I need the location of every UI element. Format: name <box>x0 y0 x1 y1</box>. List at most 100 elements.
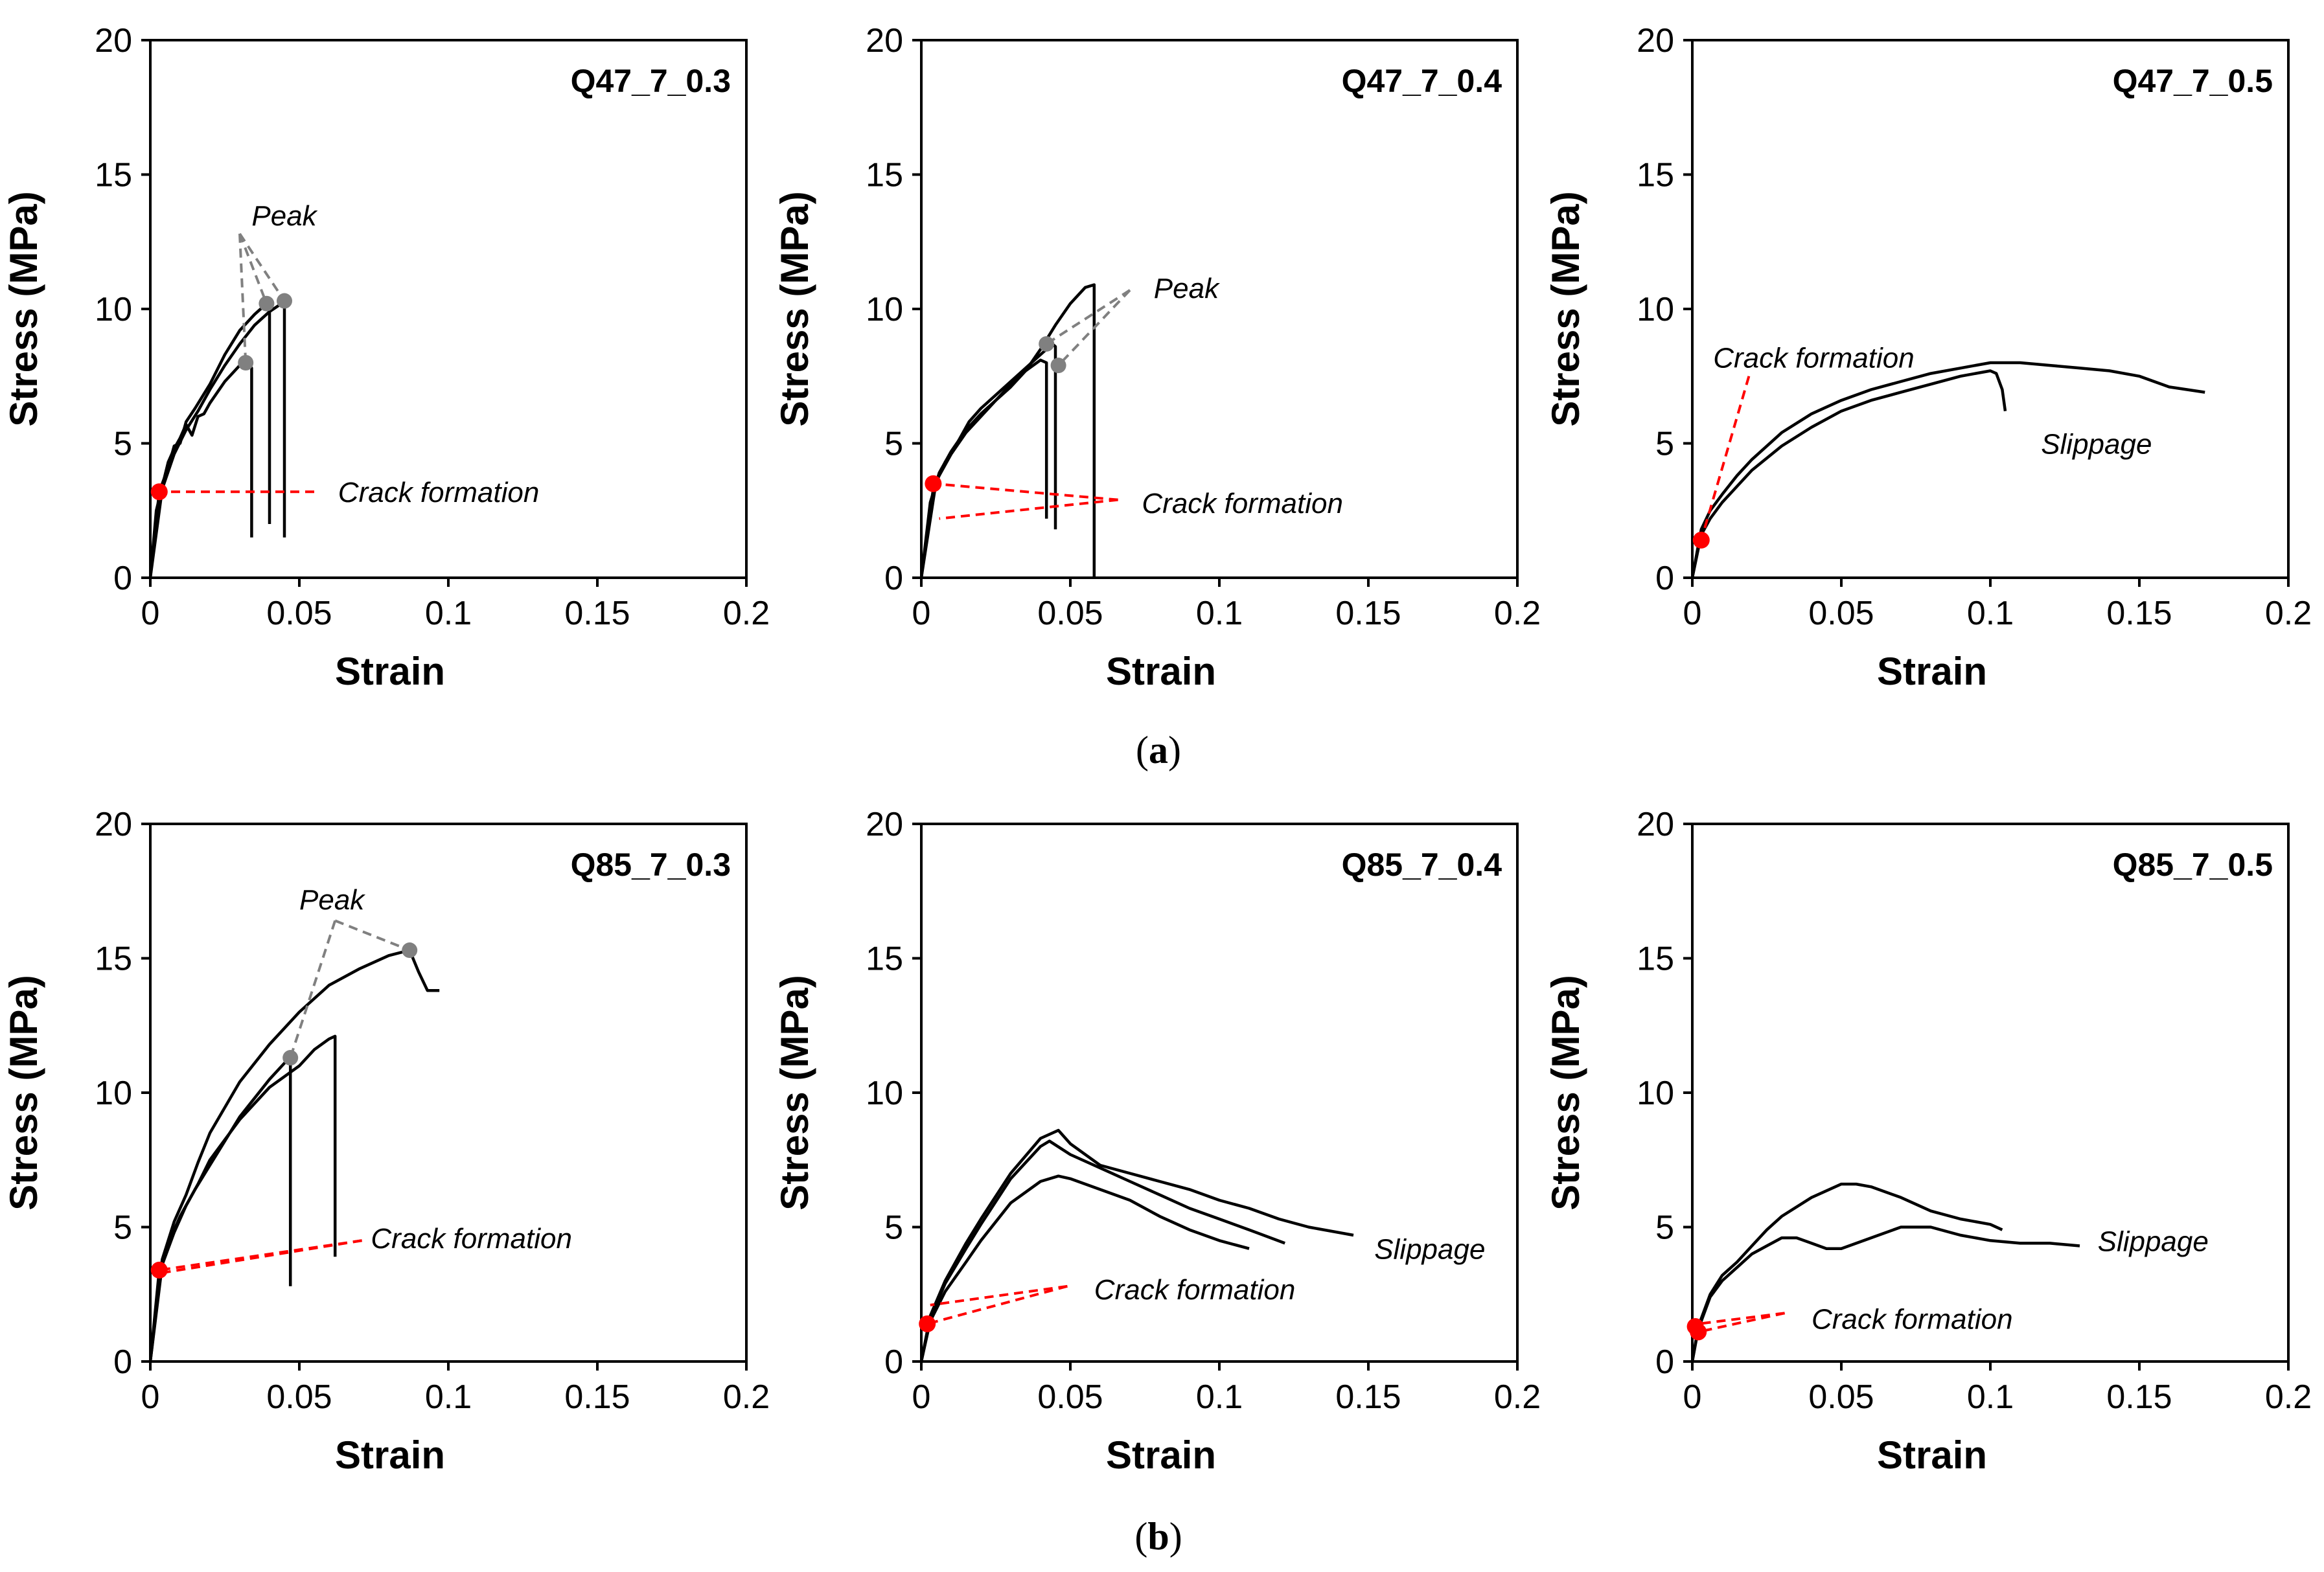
series-line-1 <box>919 358 1048 578</box>
chart-panel-6: 0 0.05 0.1 0.15 0.2 0 5 10 15 20 Strain Stress (MPa… <box>1544 806 2312 1477</box>
panel-title: Q47_7_0.3 <box>571 63 731 99</box>
y-tick-label: 15 <box>1637 940 1674 978</box>
chart-panel-5: 0 0.05 0.1 0.15 0.2 0 5 10 15 20 Strain Stress (MPa… <box>773 806 1541 1477</box>
chart-panel-2: 0 0.05 0.1 0.15 0.2 0 5 10 15 20 Strain Stress (MPa… <box>773 22 1541 693</box>
y-tick-label: 15 <box>866 940 903 978</box>
y-tick-label: 15 <box>95 157 132 194</box>
y-axis-title: Stress (MPa) <box>1544 191 1587 426</box>
series-line-1 <box>148 1056 292 1362</box>
y-axis-title: Stress (MPa) <box>773 191 816 426</box>
y-tick-label: 0 <box>1655 1343 1674 1381</box>
annotation-crack-label: Crack formation <box>1713 343 1915 374</box>
caption-b: (b) <box>1134 1515 1182 1558</box>
x-tick-label: 0.1 <box>1967 595 2014 632</box>
x-tick-label: 0 <box>141 1378 160 1416</box>
x-tick-label: 0.15 <box>2106 595 2172 632</box>
x-tick-label: 0.2 <box>2265 1378 2312 1416</box>
y-axis-title: Stress (MPa) <box>2 191 45 426</box>
y-tick-label: 5 <box>884 426 903 463</box>
annotation-crack-label: Crack formation <box>371 1223 572 1255</box>
series-line-3 <box>148 948 440 1362</box>
y-tick-label: 0 <box>884 560 903 597</box>
series-line-2 <box>148 1034 337 1362</box>
x-tick-label: 0.05 <box>1037 595 1103 632</box>
annotation-slippage-label: Slippage <box>2041 429 2152 461</box>
peak-marker <box>238 355 254 370</box>
y-axis-title: Stress (MPa) <box>1544 975 1587 1210</box>
annotation-crack-label: Crack formation <box>1142 488 1343 519</box>
x-tick-label: 0.15 <box>564 1378 630 1416</box>
chart-panel-1: 0 0.05 0.1 0.15 0.2 0 5 10 15 20 Strain Stress (MPa… <box>2 22 770 693</box>
panel-title: Q85_7_0.3 <box>571 847 731 883</box>
crack-marker <box>150 483 168 501</box>
annotation-peak-label: Peak <box>299 884 365 916</box>
series-line-1 <box>1690 369 2007 578</box>
y-tick-label: 10 <box>866 1075 903 1112</box>
y-tick-label: 0 <box>1655 560 1674 597</box>
y-tick-label: 20 <box>866 22 903 60</box>
x-tick-label: 0.15 <box>1335 595 1401 632</box>
x-tick-label: 0.15 <box>564 595 630 632</box>
x-tick-label: 0.2 <box>723 1378 770 1416</box>
annotation-leader-crack <box>1697 1312 1785 1325</box>
crack-marker <box>925 475 942 492</box>
annotation-leader-crack <box>939 498 1118 520</box>
annotation-leader-peak <box>1046 289 1131 345</box>
y-tick-label: 20 <box>1637 806 1674 843</box>
annotation-leader-crack <box>1699 376 1751 541</box>
x-tick-label: 0.05 <box>1037 1378 1103 1416</box>
panel-title: Q47_7_0.5 <box>2113 63 2273 99</box>
series-line-1 <box>148 358 253 578</box>
x-tick-label: 0.1 <box>1196 1378 1243 1416</box>
annotation-peak-label: Peak <box>1154 273 1220 304</box>
annotation-leader-crack <box>162 1239 362 1275</box>
plot-frame <box>1691 823 2290 1363</box>
x-tick-label: 0 <box>1683 595 1702 632</box>
panel-title: Q85_7_0.4 <box>1342 847 1502 883</box>
x-tick-label: 0.05 <box>1808 595 1874 632</box>
y-tick-label: 5 <box>113 426 132 463</box>
series-line-3 <box>919 1128 1354 1362</box>
x-tick-label: 0.2 <box>1494 595 1541 632</box>
y-tick-label: 10 <box>95 1075 132 1112</box>
peak-marker <box>1039 336 1055 352</box>
annotation-crack-label: Crack formation <box>1094 1274 1296 1306</box>
crack-marker <box>1686 1318 1704 1336</box>
x-tick-label: 0.15 <box>1335 1378 1401 1416</box>
plot-frame <box>149 823 748 1363</box>
series-line-1 <box>919 1174 1250 1362</box>
x-tick-label: 0.2 <box>723 595 770 632</box>
y-tick-label: 10 <box>1637 291 1674 328</box>
y-tick-label: 20 <box>95 806 132 843</box>
peak-marker <box>1050 358 1066 374</box>
y-tick-label: 10 <box>95 291 132 328</box>
y-tick-label: 20 <box>866 806 903 843</box>
series-line-2 <box>919 342 1057 578</box>
x-tick-label: 0.2 <box>1494 1378 1541 1416</box>
annotation-peak-label: Peak <box>251 200 317 232</box>
x-axis-title: Strain <box>335 650 445 693</box>
x-tick-label: 0.05 <box>266 595 332 632</box>
x-tick-label: 0.15 <box>2106 1378 2172 1416</box>
series-line-2 <box>919 1139 1285 1362</box>
series-line-3 <box>919 283 1096 578</box>
chart-panel-4: 0 0.05 0.1 0.15 0.2 0 5 10 15 20 Strain Stress (MPa… <box>2 806 770 1477</box>
plot-frame <box>1691 39 2290 579</box>
x-tick-label: 0 <box>912 1378 931 1416</box>
y-tick-label: 10 <box>866 291 903 328</box>
y-tick-label: 0 <box>113 560 132 597</box>
series-line-2 <box>1690 361 2205 578</box>
panel-title: Q85_7_0.5 <box>2113 847 2273 883</box>
x-tick-label: 0.1 <box>425 1378 472 1416</box>
annotation-leader-peak <box>334 919 410 951</box>
annotation-slippage-label: Slippage <box>2098 1225 2209 1257</box>
annotation-leader-peak <box>238 233 268 304</box>
x-tick-label: 0 <box>141 595 160 632</box>
annotation-leader-crack <box>930 1284 1068 1306</box>
x-axis-title: Strain <box>1106 650 1216 693</box>
annotation-leader-peak <box>238 233 247 363</box>
annotation-leader-crack <box>1697 1312 1786 1334</box>
x-axis-title: Strain <box>335 1433 445 1477</box>
